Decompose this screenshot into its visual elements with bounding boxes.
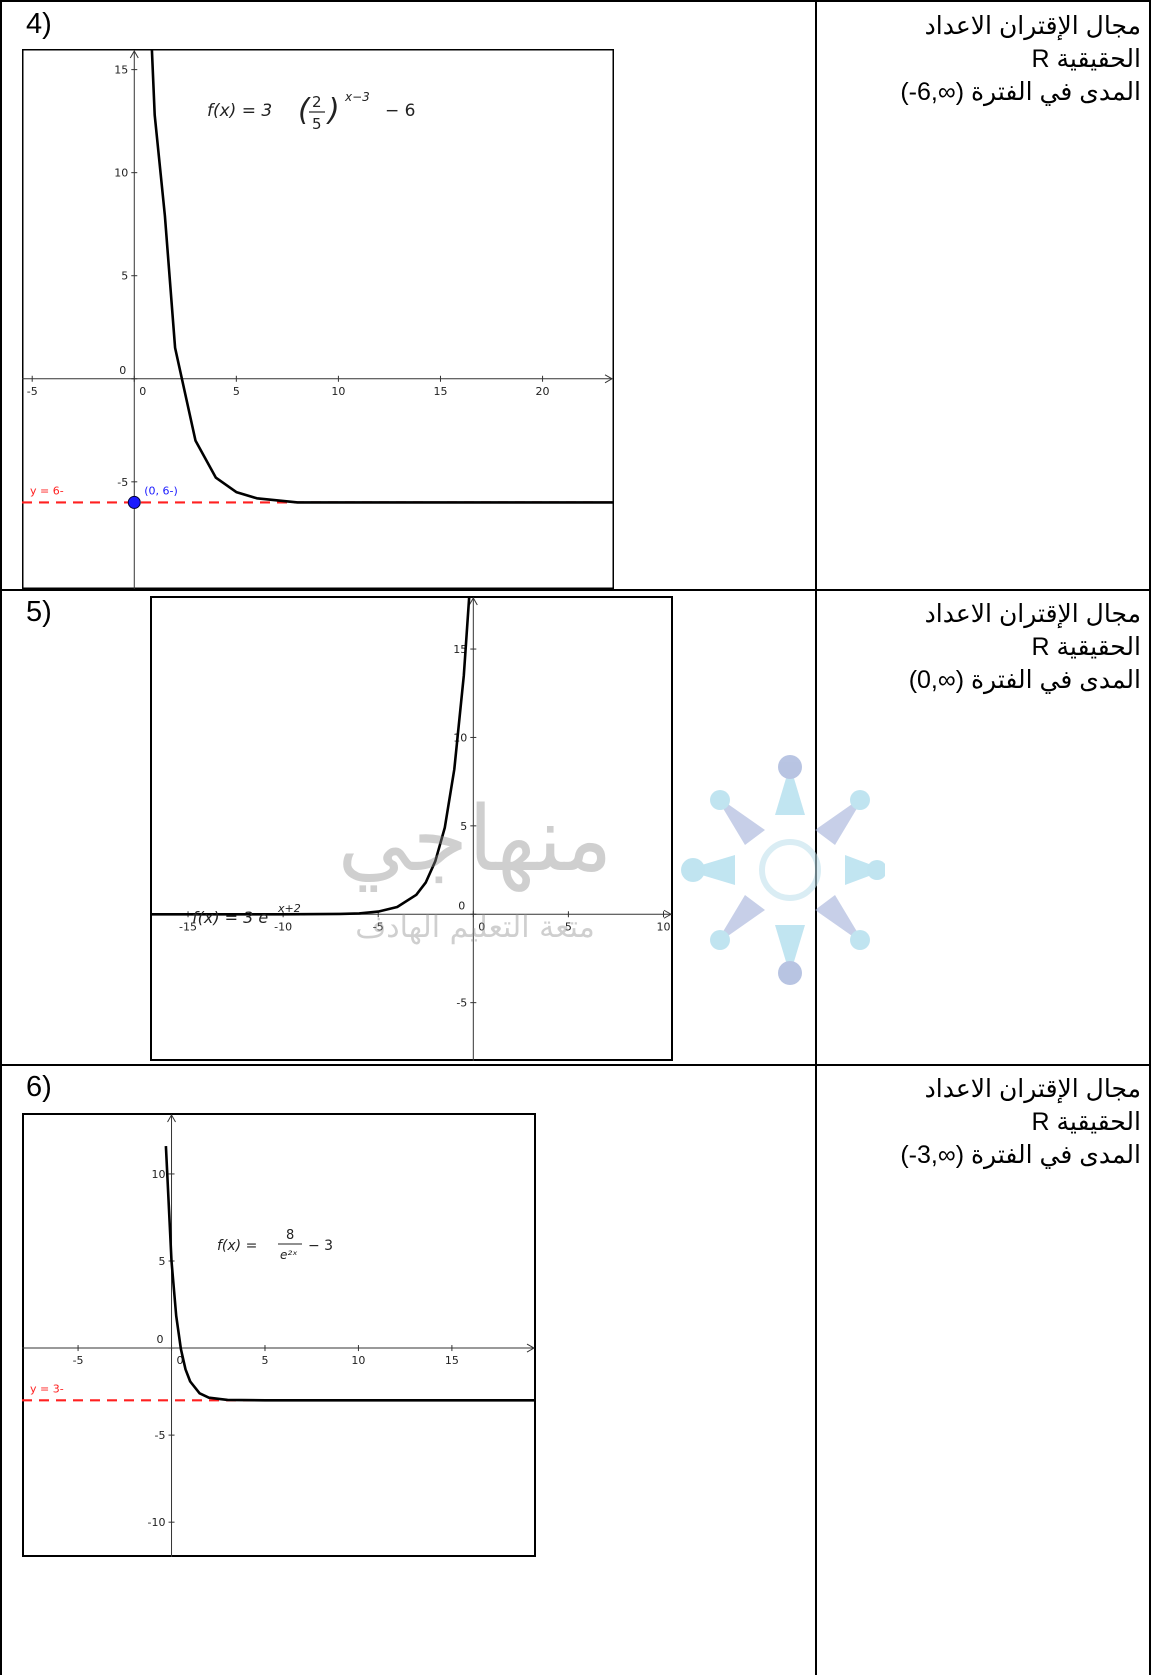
- y-tick-label: -5: [155, 1429, 166, 1442]
- answer-text: مجال الإقتران الاعداد الحقيقية R المدى ف…: [841, 10, 1141, 109]
- answer-line: مجال الإقتران الاعداد: [924, 12, 1141, 40]
- plot-frame: [22, 49, 614, 589]
- formula-numerator: 2: [312, 93, 322, 111]
- answer-line: المدى في الفترة (∞,0): [908, 666, 1141, 694]
- x-tick-label: 10: [331, 385, 345, 398]
- y-tick-label: -5: [117, 476, 128, 489]
- plot-frame: [150, 596, 673, 1061]
- graph-row-4: -5 0 5 10 15 20 15 10 5 -5 0 y = 6- (0, 6-) f(x) = 3…: [22, 49, 614, 589]
- answer-text: مجال الإقتران الاعداد الحقيقية R المدى ف…: [841, 598, 1141, 697]
- column-divider: [815, 0, 817, 1675]
- x-tick-label: 5: [261, 1354, 268, 1367]
- formula-denominator: 5: [312, 115, 322, 133]
- x-axis-arrow: [604, 374, 614, 384]
- y-tick-label: 5: [460, 820, 467, 833]
- x-tick-label: 5: [565, 920, 572, 933]
- table-border-top: [0, 0, 1151, 2]
- function-formula: f(x) = 3: [207, 101, 272, 121]
- row-divider: [0, 1064, 1151, 1066]
- function-curve: [164, 1146, 536, 1402]
- formula-suffix: − 6: [385, 101, 415, 121]
- x-tick-label: 15: [445, 1354, 459, 1367]
- y-tick-label: -10: [148, 1516, 166, 1529]
- y-tick-label: 10: [114, 167, 128, 180]
- table-border-right: [1149, 0, 1151, 1675]
- formula-prefix: f(x) = 3: [207, 101, 272, 121]
- question-number: 5): [26, 596, 52, 628]
- function-curve: [150, 49, 614, 504]
- y-tick-label: 5: [121, 270, 128, 283]
- formula-paren-left: (: [298, 93, 311, 128]
- plot-frame: [22, 1113, 536, 1557]
- x-tick-label: -5: [373, 920, 384, 933]
- answer-line: المدى في الفترة (∞,3-): [900, 1141, 1141, 1169]
- y-tick-label: 15: [453, 643, 467, 656]
- y-axis-arrow: [167, 1113, 176, 1123]
- y-tick-label: 5: [159, 1255, 166, 1268]
- x-tick-label: 15: [433, 385, 447, 398]
- highlighted-point: [127, 495, 141, 509]
- asymptote-label: y = 6-: [30, 484, 64, 497]
- origin-label: 0: [119, 364, 126, 377]
- question-number: 4): [26, 8, 52, 40]
- formula-denominator: e²ˣ: [280, 1248, 298, 1262]
- formula-numerator: 8: [286, 1228, 294, 1243]
- y-tick-label: -5: [456, 997, 467, 1010]
- answer-line: الحقيقية R: [1031, 1108, 1142, 1136]
- graph-row-5: -15 -10 -5 0 5 10 15 10 5 -5 0 f(x) = 3 e x+2: [150, 596, 673, 1061]
- asymptote-label: y = 3-: [30, 1382, 64, 1395]
- x-tick-label: -5: [73, 1354, 84, 1367]
- answer-line: الحقيقية R: [1031, 45, 1142, 73]
- answer-line: مجال الإقتران الاعداد: [924, 1075, 1141, 1103]
- y-tick-label: 15: [114, 64, 128, 77]
- x-tick-label: -10: [274, 920, 292, 933]
- formula-exponent: x+2: [277, 902, 301, 915]
- answer-line: الحقيقية R: [1031, 633, 1142, 661]
- table-border-left: [0, 0, 2, 1675]
- function-curve: [150, 596, 471, 916]
- origin-label: 0: [157, 1333, 164, 1346]
- y-tick-label: 10: [453, 731, 467, 744]
- function-formula: f(x) =: [217, 1238, 257, 1254]
- x-tick-label: 20: [536, 385, 550, 398]
- answer-text: مجال الإقتران الاعداد الحقيقية R المدى ف…: [841, 1073, 1141, 1172]
- x-tick-label: 0: [478, 920, 485, 933]
- question-number: 6): [26, 1071, 52, 1103]
- x-tick-label: 0: [139, 385, 146, 398]
- x-tick-label: 5: [233, 385, 240, 398]
- function-formula: f(x) = 3 e: [192, 908, 268, 927]
- y-axis-arrow: [129, 49, 139, 59]
- answer-line: المدى في الفترة (∞,6-): [900, 78, 1141, 106]
- x-axis-arrow: [526, 1343, 536, 1353]
- x-tick-label: 10: [351, 1354, 365, 1367]
- formula-paren-right: ): [326, 93, 340, 128]
- y-axis-arrow: [468, 596, 478, 606]
- x-tick-label: -5: [27, 385, 38, 398]
- y-tick-label: 10: [152, 1168, 166, 1181]
- row-divider: [0, 589, 1151, 591]
- formula-prefix: f(x) =: [217, 1238, 257, 1254]
- formula-exponent: x−3: [344, 90, 370, 104]
- point-label: (0, 6-): [144, 484, 178, 497]
- formula-suffix: − 3: [308, 1238, 333, 1254]
- formula-prefix: f(x) = 3 e: [192, 908, 268, 927]
- x-tick-label: 10: [656, 920, 670, 933]
- x-tick-label: -15: [179, 920, 197, 933]
- graph-row-6: -5 0 5 10 15 10 5 -5 -10 0 y = 3- f(x) = 8 e²ˣ − 3: [22, 1113, 536, 1557]
- answer-line: مجال الإقتران الاعداد: [924, 600, 1141, 628]
- x-tick-label: 0: [177, 1354, 184, 1367]
- x-axis-arrow: [663, 909, 673, 919]
- origin-label: 0: [458, 899, 465, 912]
